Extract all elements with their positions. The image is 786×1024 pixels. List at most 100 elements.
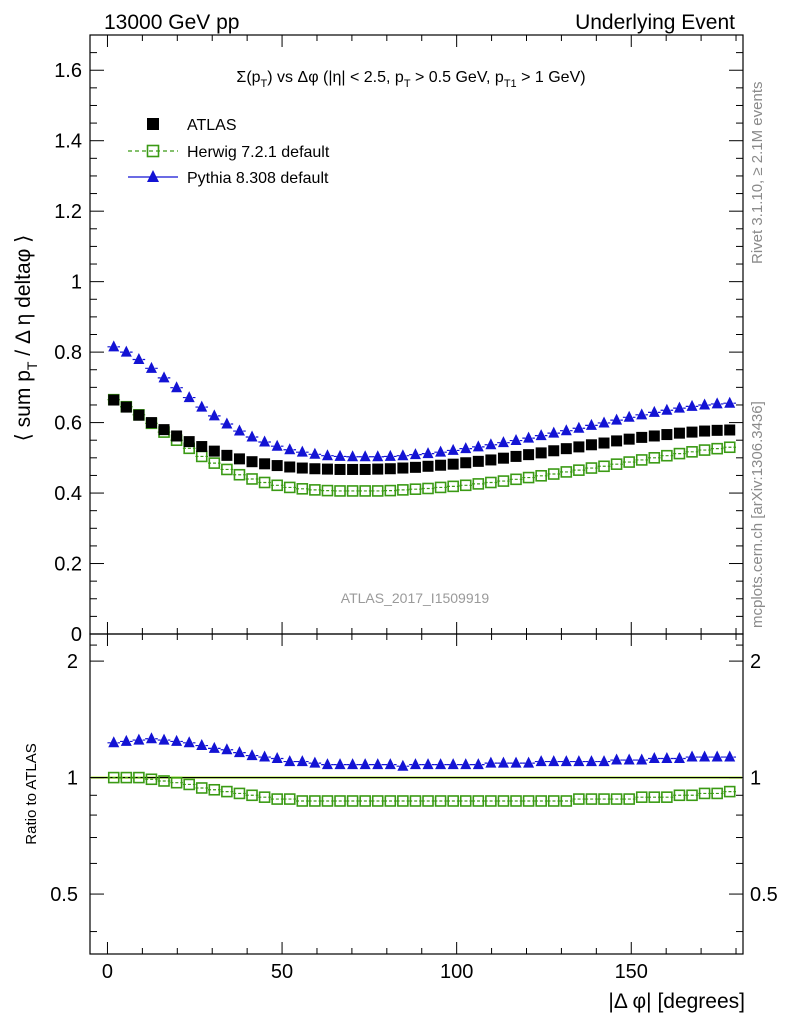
atlas-point xyxy=(208,445,220,457)
herwig-point xyxy=(233,468,246,481)
main-plot-ticks xyxy=(90,34,743,635)
herwig-point xyxy=(472,478,485,490)
pythia-point xyxy=(535,429,547,441)
pythia-ratio-point xyxy=(347,758,359,770)
pythia-ratio-point xyxy=(686,750,698,762)
atlas-point xyxy=(673,427,685,439)
pythia-point xyxy=(422,447,434,459)
atlas-point xyxy=(661,429,673,441)
herwig-point xyxy=(422,482,434,495)
atlas-point xyxy=(699,425,711,437)
herwig-point xyxy=(447,480,459,493)
herwig-point xyxy=(485,476,497,489)
pythia-ratio-point xyxy=(183,736,195,748)
main-ytick-label: 0.8 xyxy=(54,342,82,364)
legend-atlas-marker xyxy=(147,118,159,130)
atlas-point xyxy=(133,409,145,421)
herwig-ratio-point xyxy=(309,795,321,807)
herwig-point xyxy=(661,449,673,462)
main-ytick-label: 0.2 xyxy=(54,554,82,576)
pythia-point xyxy=(233,424,245,436)
atlas-point xyxy=(296,462,308,474)
main-ytick-label: 1.2 xyxy=(54,201,82,223)
atlas-point xyxy=(347,463,359,475)
herwig-ratio-point xyxy=(271,793,283,805)
herwig-point xyxy=(309,484,321,496)
atlas-point xyxy=(409,461,421,473)
atlas-point xyxy=(321,463,333,475)
ratio-ytick-label-left: 2 xyxy=(67,651,78,673)
atlas-point xyxy=(221,449,233,461)
pythia-point xyxy=(359,450,371,462)
herwig-point xyxy=(686,446,698,458)
herwig-point xyxy=(610,458,623,470)
herwig-point xyxy=(535,469,547,482)
ratio-plot-panel: 0.5 0.5 1 1 2 2 Ratio to ATLAS xyxy=(23,633,778,955)
main-plot-panel: 0 0.2 0.4 0.6 0.8 1 1.2 1.4 1.6 ATLAS_2017_I1509… xyxy=(12,34,744,646)
pythia-point xyxy=(686,399,698,411)
pythia-point xyxy=(221,417,233,429)
herwig-point xyxy=(698,444,711,456)
herwig-ratio-point xyxy=(296,795,309,807)
pythia-ratio-point xyxy=(108,736,120,748)
pythia-ratio-point xyxy=(208,741,220,753)
pythia-ratio-point xyxy=(724,750,736,762)
pythia-point xyxy=(246,430,258,442)
herwig-ratio-point xyxy=(246,789,258,802)
atlas-point xyxy=(623,433,635,445)
main-ytick-label: 1 xyxy=(71,272,82,294)
herwig-point xyxy=(560,466,573,478)
ratio-ytick-label-right: 2 xyxy=(750,651,761,673)
pythia-ratio-point xyxy=(284,755,296,767)
pythia-ratio-point xyxy=(145,732,157,744)
herwig-point xyxy=(321,484,334,497)
herwig-ratio-point xyxy=(195,782,208,794)
pythia-point xyxy=(661,403,673,415)
herwig-point xyxy=(409,483,422,495)
pythia-ratio-point xyxy=(271,752,283,764)
atlas-point xyxy=(686,426,698,438)
pythia-point xyxy=(397,449,409,461)
atlas-point xyxy=(271,460,283,472)
pythia-ratio-point xyxy=(636,753,648,765)
x-tick-label: 150 xyxy=(615,961,648,983)
pythia-point xyxy=(133,353,145,365)
pythia-ratio-point xyxy=(158,733,170,745)
pythia-ratio-point xyxy=(221,743,233,755)
atlas-point xyxy=(611,435,623,447)
pythia-point xyxy=(384,449,396,461)
atlas-point xyxy=(309,463,321,475)
herwig-ratio-point xyxy=(221,785,233,798)
pythia-ratio-point xyxy=(711,750,723,762)
pythia-point xyxy=(284,443,296,455)
herwig-point xyxy=(346,485,359,497)
atlas-point xyxy=(183,436,195,448)
ratio-plot-marks xyxy=(107,732,737,807)
herwig-ratio-point xyxy=(485,795,497,807)
pythia-ratio-point xyxy=(447,758,459,770)
herwig-point xyxy=(434,481,447,494)
herwig-point xyxy=(397,484,409,496)
pythia-point xyxy=(585,418,597,430)
pythia-ratio-point xyxy=(535,755,547,767)
herwig-point xyxy=(547,468,560,480)
herwig-ratio-point xyxy=(359,795,371,807)
legend-herwig-label: Herwig 7.2.1 default xyxy=(187,144,330,161)
herwig-ratio-point xyxy=(133,771,145,784)
herwig-ratio-point xyxy=(585,793,598,805)
pythia-ratio-point xyxy=(397,759,409,771)
herwig-ratio-point xyxy=(673,789,686,802)
atlas-point xyxy=(447,458,459,470)
pythia-point xyxy=(334,449,346,461)
herwig-point xyxy=(648,452,661,464)
herwig-ratio-point xyxy=(497,795,510,807)
ratio-plot-frame xyxy=(89,633,744,955)
pythia-point xyxy=(573,421,585,433)
herwig-ratio-point xyxy=(145,773,158,786)
herwig-ratio-point xyxy=(698,787,711,800)
herwig-ratio-point xyxy=(334,795,346,807)
herwig-ratio-point xyxy=(535,795,547,807)
herwig-ratio-point xyxy=(522,795,535,807)
herwig-point xyxy=(271,479,283,492)
atlas-point xyxy=(636,431,648,443)
